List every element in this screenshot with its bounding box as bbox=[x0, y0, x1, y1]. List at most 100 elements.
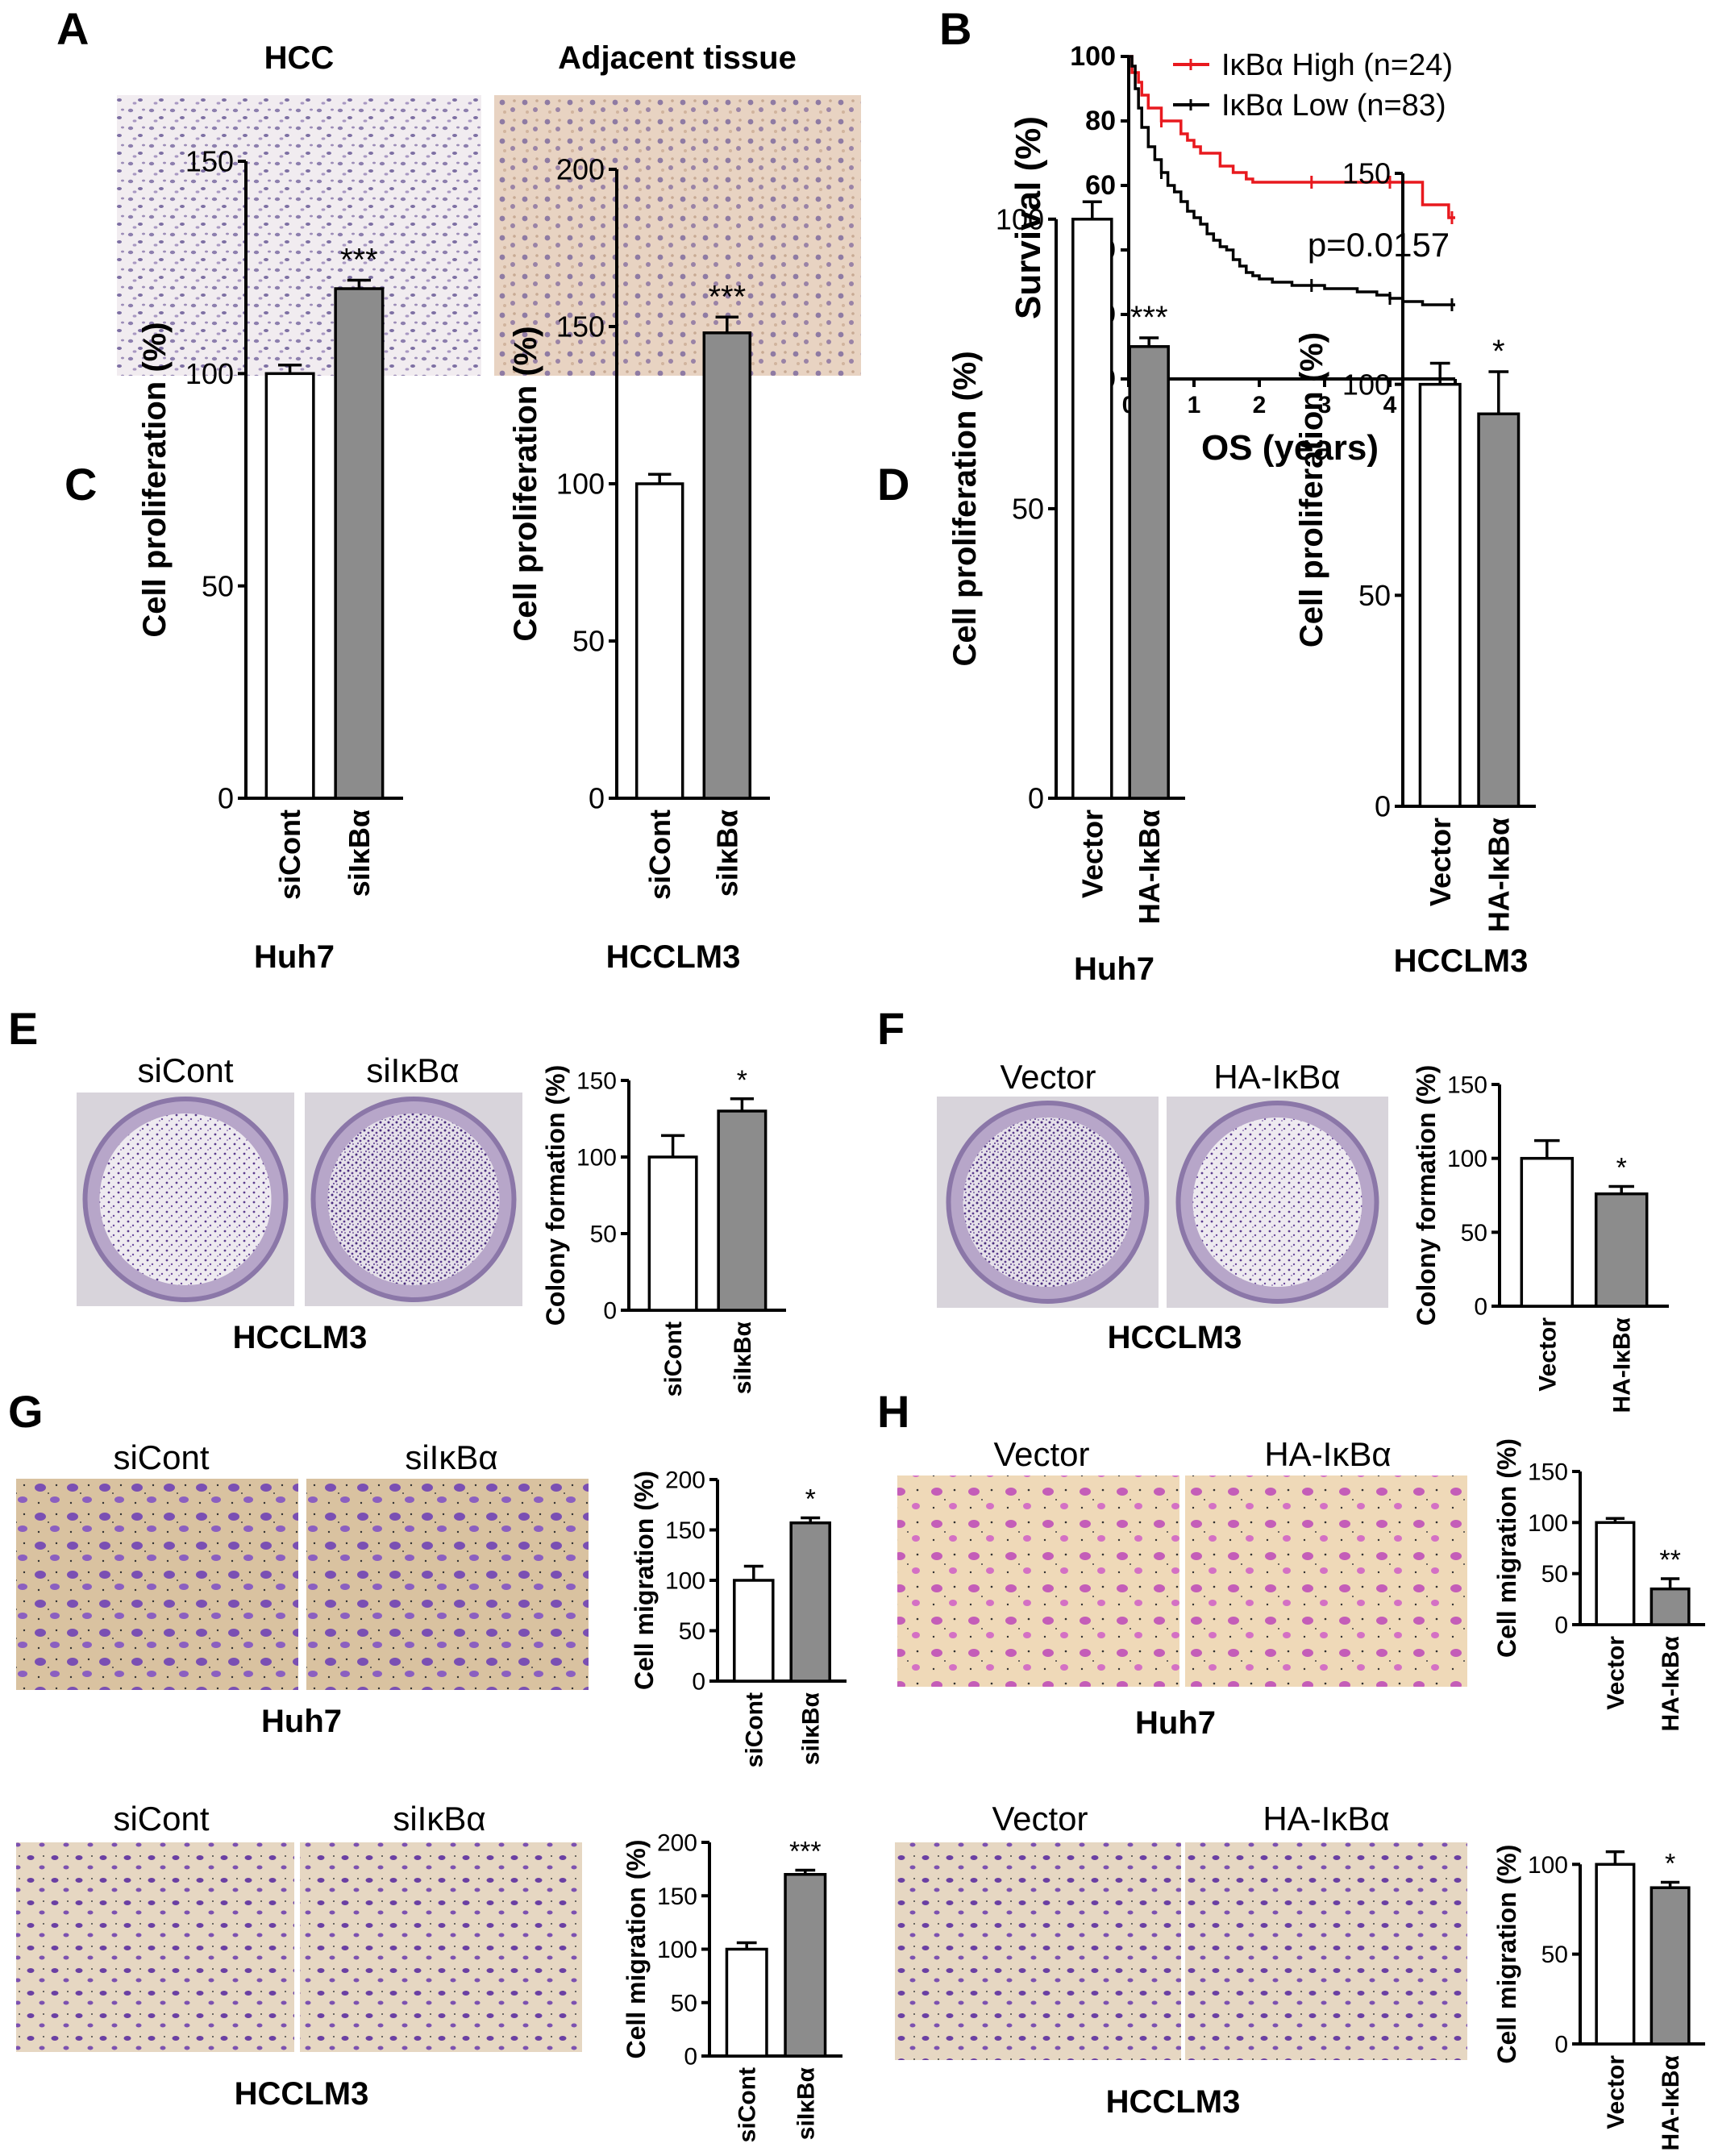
colony-ha-ikba-label: HA-IκBα bbox=[1213, 1058, 1340, 1096]
bar-control bbox=[733, 1579, 775, 1683]
migration-g1-sicont-label: siCont bbox=[113, 1438, 209, 1476]
significance-marker: *** bbox=[1130, 300, 1168, 335]
bar-treated bbox=[1650, 1587, 1691, 1626]
y-tick-label: 50 bbox=[1358, 579, 1391, 612]
y-tick-label: 100 bbox=[1342, 368, 1391, 401]
migration-h2-cell-label: HCCLM3 bbox=[1106, 2084, 1241, 2120]
panel-label-c: C bbox=[64, 459, 97, 510]
significance-marker: *** bbox=[340, 242, 378, 277]
survival-y-tick-label: 100 bbox=[1070, 41, 1116, 72]
y-tick-label: 0 bbox=[218, 782, 234, 815]
bar-treated bbox=[1650, 1886, 1691, 2046]
y-tick-label: 0 bbox=[603, 1298, 617, 1325]
migration-huh7-sicont-image bbox=[16, 1479, 298, 1690]
bar-treated bbox=[1128, 345, 1170, 800]
x-category-label: HA-IκBα bbox=[1482, 818, 1515, 932]
panel-label-h: H bbox=[877, 1386, 909, 1437]
colony-plate-vector-well bbox=[963, 1118, 1133, 1287]
bar-control bbox=[1418, 382, 1462, 808]
migration-h2-vector-label: Vector bbox=[992, 1800, 1088, 1838]
y-tick-label: 150 bbox=[657, 1883, 697, 1910]
y-tick-label: 0 bbox=[1028, 782, 1044, 815]
migration-hcclm3-siikba-image bbox=[300, 1842, 582, 2052]
survival-x-tick-label: 3 bbox=[1318, 392, 1332, 418]
hcc-ihc-image bbox=[117, 95, 481, 376]
y-tick-label: 100 bbox=[1528, 1852, 1568, 1879]
y-tick-label: 200 bbox=[657, 1830, 697, 1857]
x-category-label: Vector bbox=[1603, 2055, 1629, 2129]
y-tick-label: 50 bbox=[679, 1618, 705, 1645]
y-axis-label: Cell migration (%) bbox=[1492, 1438, 1521, 1658]
x-category-label: siIκBα bbox=[730, 1321, 756, 1394]
migration-h1-ha-ikba-label: HA-IκBα bbox=[1264, 1435, 1391, 1473]
y-tick-label: 50 bbox=[202, 569, 234, 602]
migration-hcclm3-sicont-image bbox=[16, 1842, 294, 2052]
bar-chart-huh7-prolif-overexp: 0 50 100 Vector *** HA-IκBα Cell proliferation… bbox=[947, 200, 1185, 987]
y-tick-label: 150 bbox=[185, 145, 234, 178]
x-category-label: siCont bbox=[734, 2067, 761, 2142]
bar-treated bbox=[334, 287, 385, 800]
y-tick-label: 50 bbox=[1541, 1561, 1568, 1588]
x-category-label: siIκBα bbox=[343, 810, 376, 897]
legend-label-0: IκBα High (n=24) bbox=[1221, 48, 1453, 82]
y-tick-label: 200 bbox=[665, 1467, 705, 1494]
survival-series-line-1 bbox=[1129, 55, 1455, 306]
y-tick-label: 50 bbox=[572, 625, 605, 658]
y-tick-label: 150 bbox=[576, 1068, 617, 1095]
bar-control bbox=[1595, 1521, 1636, 1626]
migration-g1-cell-label: Huh7 bbox=[261, 1704, 342, 1739]
adjacent-tissue-label: Adjacent tissue bbox=[558, 40, 797, 76]
survival-x-tick-label: 2 bbox=[1253, 392, 1267, 418]
y-tick-label: 100 bbox=[657, 1937, 697, 1963]
migration-h1-vector-label: Vector bbox=[993, 1435, 1089, 1473]
y-tick-label: 50 bbox=[671, 1990, 697, 2017]
y-tick-label: 150 bbox=[1342, 157, 1391, 190]
bar-chart-migration-hcclm3-si: 0 50 100 150 200 siCont *** siIκBα Cell migratio… bbox=[622, 1830, 842, 2142]
colony-plate-sicont-well bbox=[99, 1113, 272, 1285]
migration-hcclm3-ha-ikba-image bbox=[1185, 1842, 1467, 2060]
y-tick-label: 0 bbox=[692, 1669, 705, 1696]
survival-y-axis-label: Survival (%) bbox=[1009, 116, 1048, 319]
migration-huh7-ha-ikba-image bbox=[1185, 1475, 1467, 1687]
x-category-label: HA-IκBα bbox=[1609, 1317, 1636, 1413]
migration-h1-cell-label: Huh7 bbox=[1135, 1705, 1216, 1741]
y-tick-label: 0 bbox=[1375, 790, 1391, 823]
legend-label-1: IκBα Low (n=83) bbox=[1221, 89, 1446, 123]
y-tick-label: 0 bbox=[1474, 1294, 1487, 1321]
x-category-label: Vector bbox=[1075, 810, 1109, 898]
x-category-label: siIκBα bbox=[710, 810, 743, 897]
survival-y-tick-label: 60 bbox=[1085, 170, 1116, 201]
panel-label-b: B bbox=[939, 3, 971, 54]
colony-f-cell-label: HCCLM3 bbox=[1108, 1320, 1242, 1355]
panel-label-a: A bbox=[56, 3, 89, 54]
y-tick-label: 0 bbox=[589, 782, 605, 815]
significance-marker: * bbox=[805, 1484, 816, 1515]
bar-chart-migration-huh7-si: 0 50 100 150 200 siCont * siIκBα Cell migration … bbox=[630, 1467, 847, 1767]
significance-marker: * bbox=[1665, 1849, 1675, 1879]
x-category-label: siCont bbox=[273, 810, 306, 900]
x-category-label: HA-IκBα bbox=[1658, 2054, 1684, 2150]
bar-chart-migration-hcclm3-ha: 0 50 100 Vector * HA-IκBα Cell migration (%) bbox=[1492, 1845, 1705, 2151]
y-tick-label: 0 bbox=[684, 2044, 697, 2071]
colony-e-cell-label: HCCLM3 bbox=[233, 1320, 368, 1355]
y-axis-label: Cell migration (%) bbox=[630, 1471, 659, 1690]
panel-label-d: D bbox=[877, 459, 909, 510]
bar-control bbox=[264, 372, 315, 800]
colony-plate-siikba-well bbox=[327, 1113, 500, 1285]
significance-marker: *** bbox=[789, 1836, 822, 1867]
x-category-label: siIκBα bbox=[798, 1692, 825, 1765]
colony-vector-label: Vector bbox=[1000, 1058, 1096, 1096]
y-tick-label: 200 bbox=[556, 153, 605, 186]
bar-control bbox=[634, 482, 684, 800]
bar-treated bbox=[717, 1109, 768, 1312]
x-category-label: siCont bbox=[660, 1321, 687, 1396]
y-tick-label: 50 bbox=[590, 1222, 617, 1248]
survival-series-line-0 bbox=[1129, 55, 1455, 219]
y-axis-label: Colony formation (%) bbox=[1412, 1065, 1441, 1326]
y-tick-label: 0 bbox=[1554, 2032, 1568, 2058]
colony-plate-ha-ikba-well bbox=[1192, 1118, 1362, 1287]
y-axis-label: Cell migration (%) bbox=[622, 1839, 651, 2058]
panel-label-e: E bbox=[8, 1003, 38, 1054]
bar-control bbox=[1071, 218, 1113, 800]
x-category-label: Vector bbox=[1424, 818, 1457, 906]
